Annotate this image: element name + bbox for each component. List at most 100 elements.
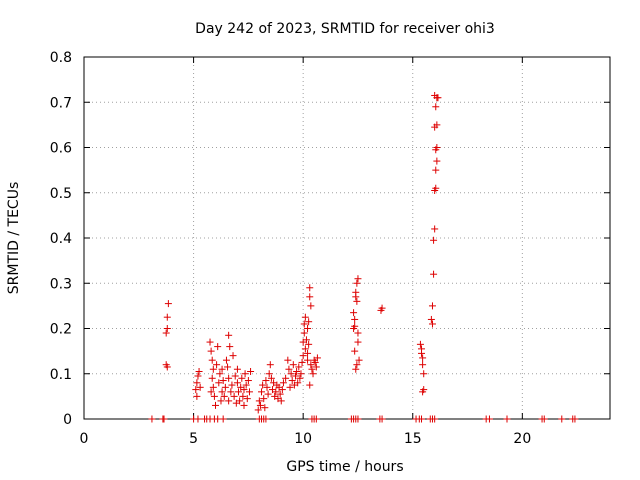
data-point: [430, 236, 438, 244]
data-point: [431, 225, 439, 233]
data-point: [295, 363, 303, 371]
data-point: [216, 370, 224, 378]
data-point: [225, 374, 233, 382]
data-point: [354, 275, 362, 283]
data-point: [352, 288, 360, 296]
data-point: [301, 313, 309, 321]
data-point: [432, 146, 440, 154]
y-tick-label: 0.2: [50, 322, 72, 338]
data-point: [219, 415, 227, 423]
data-point: [263, 383, 271, 391]
data-point: [418, 349, 426, 357]
data-point: [351, 322, 359, 330]
data-point: [354, 415, 362, 423]
data-point: [300, 320, 308, 328]
data-point: [262, 415, 270, 423]
data-point: [209, 365, 217, 373]
x-tick-label: 10: [294, 431, 312, 447]
data-point: [351, 347, 359, 355]
data-point: [192, 386, 200, 394]
data-point: [245, 388, 253, 396]
data-point: [307, 361, 315, 369]
data-point: [289, 361, 297, 369]
axis-ticks: 0 0.1 0.2 0.3 0.4 0.5 0.6 0.7 0.8 0 5 10 15 20: [50, 50, 610, 447]
y-tick-label: 0.5: [50, 186, 72, 202]
data-point: [230, 392, 238, 400]
data-point: [229, 352, 237, 360]
data-point: [163, 325, 171, 332]
data-point: [266, 361, 274, 369]
data-point: [214, 343, 222, 351]
data-point: [312, 415, 320, 423]
chart-title: Day 242 of 2023, SRMTID for receiver ohi…: [195, 21, 495, 37]
data-point: [418, 415, 426, 423]
x-tick-label: 5: [189, 431, 198, 447]
data-point: [208, 374, 216, 382]
data-point: [378, 415, 386, 423]
data-point: [227, 388, 235, 396]
data-point: [293, 367, 301, 375]
data-point: [163, 313, 171, 321]
y-tick-label: 0.6: [50, 141, 72, 157]
x-tick-label: 0: [80, 431, 89, 447]
data-point: [291, 372, 299, 380]
data-point: [416, 340, 424, 348]
data-point: [208, 356, 216, 364]
data-point: [298, 358, 306, 366]
data-point: [432, 184, 440, 192]
data-point: [258, 388, 266, 396]
data-point: [433, 157, 441, 165]
data-point: [287, 370, 295, 378]
data-point: [285, 365, 293, 373]
data-point: [224, 363, 232, 371]
data-point: [279, 379, 287, 387]
data-point: [313, 354, 321, 362]
data-point: [305, 318, 313, 326]
data-point: [262, 377, 270, 385]
data-point: [353, 297, 361, 305]
data-point: [305, 340, 313, 348]
data-point: [194, 372, 202, 380]
data-point: [419, 388, 427, 396]
data-point: [297, 370, 305, 378]
data-point: [311, 358, 319, 366]
data-point: [433, 121, 441, 129]
data-point: [260, 395, 268, 403]
data-point: [215, 379, 223, 387]
data-point: [219, 377, 227, 385]
data-point: [193, 392, 201, 400]
data-point: [255, 397, 263, 405]
data-point: [351, 315, 359, 323]
data-point: [239, 392, 247, 400]
data-point: [243, 395, 251, 403]
data-point: [350, 309, 358, 317]
data-point: [244, 377, 252, 385]
data-point: [431, 415, 439, 423]
data-point: [247, 367, 255, 375]
data-point: [419, 361, 427, 369]
y-axis-title: SRMTID / TECUs: [6, 182, 22, 295]
data-point: [225, 331, 233, 339]
data-point: [240, 401, 248, 409]
data-point: [233, 365, 241, 373]
data-point: [241, 370, 249, 378]
data-point: [163, 363, 171, 371]
data-point: [304, 349, 312, 357]
data-point: [233, 379, 241, 387]
data-point: [164, 300, 172, 308]
data-point: [212, 401, 219, 409]
grid: [84, 57, 610, 419]
data-point: [218, 365, 226, 373]
data-point: [427, 315, 435, 323]
data-point: [235, 388, 243, 396]
data-point: [352, 365, 360, 373]
x-axis-title: GPS time / hours: [286, 459, 403, 475]
y-tick-label: 0.4: [50, 231, 72, 247]
data-point: [193, 379, 201, 387]
data-point: [207, 347, 215, 355]
data-point: [503, 415, 511, 423]
data-point: [264, 390, 272, 398]
data-point: [272, 388, 280, 396]
data-point: [207, 388, 215, 396]
